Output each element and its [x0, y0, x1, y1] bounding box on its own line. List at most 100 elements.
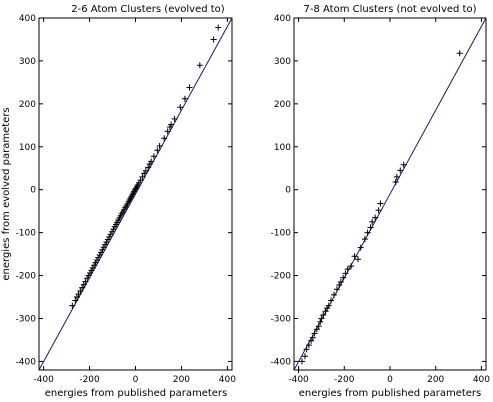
y-tick-label: 400 — [19, 14, 36, 24]
data-point — [72, 297, 79, 304]
x-tick-label: 400 — [219, 375, 236, 385]
data-point — [369, 218, 376, 225]
data-point — [75, 291, 82, 298]
panel-left-y-axis-label: energies from evolved parameters — [1, 107, 12, 280]
data-point — [92, 259, 99, 266]
y-tick-label: -400 — [271, 357, 292, 367]
data-point — [317, 318, 324, 325]
data-point — [107, 231, 114, 238]
data-point — [109, 228, 116, 235]
y-tick-label: -400 — [16, 357, 37, 367]
y-tick-label: -200 — [16, 272, 37, 282]
data-point — [320, 312, 327, 319]
data-point — [98, 249, 105, 256]
x-tick-label: 200 — [173, 375, 190, 385]
data-point — [215, 24, 222, 31]
data-point — [181, 95, 188, 102]
data-point — [364, 229, 371, 236]
data-point — [156, 142, 163, 149]
x-tick-label: -200 — [79, 375, 100, 385]
panel-right-x-ticks: -400 -200 0 200 400 — [288, 18, 490, 385]
data-point — [340, 274, 347, 281]
data-point — [69, 302, 76, 309]
data-point — [400, 161, 407, 168]
data-point — [91, 262, 98, 269]
data-point — [372, 214, 379, 221]
data-point — [305, 342, 312, 349]
data-point — [456, 50, 463, 57]
data-point — [367, 224, 374, 231]
y-tick-label: -100 — [16, 229, 37, 239]
data-point — [351, 253, 358, 260]
panel-left: 2-6 Atom Clusters (evolved to) -400 -200 0… — [1, 4, 236, 399]
panel-right: 7-8 Atom Clusters (not evolved to) -400 -… — [271, 4, 491, 399]
data-point — [145, 164, 152, 171]
data-point — [161, 135, 168, 142]
x-tick-label: 200 — [427, 375, 444, 385]
data-point — [110, 226, 117, 233]
data-point — [142, 167, 149, 174]
data-point — [85, 272, 92, 279]
data-point — [100, 244, 107, 251]
panel-left-points — [69, 24, 222, 309]
data-point — [79, 284, 86, 291]
x-tick-label: 400 — [473, 375, 490, 385]
panel-right-points — [295, 50, 463, 373]
data-point — [313, 326, 320, 333]
x-tick-label: -200 — [334, 375, 355, 385]
y-tick-label: 200 — [274, 100, 291, 110]
data-point — [328, 297, 335, 304]
data-point — [355, 256, 361, 263]
data-point — [196, 62, 203, 69]
data-point — [177, 104, 184, 111]
y-tick-label: 100 — [19, 143, 36, 153]
data-point — [106, 233, 113, 240]
data-point — [348, 263, 355, 270]
data-point — [80, 281, 87, 288]
data-point — [397, 167, 404, 174]
panel-right-title: 7-8 Atom Clusters (not evolved to) — [304, 4, 477, 15]
y-tick-label: -300 — [16, 314, 37, 324]
panel-left-x-axis-label: energies from published parameters — [45, 388, 228, 399]
data-point — [84, 275, 91, 282]
data-point — [132, 186, 139, 193]
data-point — [325, 302, 332, 309]
panel-right-y-ticks: -400 -300 -200 -100 0 100 200 300 400 — [271, 14, 486, 367]
y-tick-label: 400 — [274, 14, 291, 24]
data-point — [104, 236, 111, 243]
data-point — [311, 330, 318, 337]
data-point — [342, 270, 349, 277]
data-point — [77, 288, 84, 295]
data-point — [357, 244, 364, 251]
data-point — [137, 177, 144, 184]
data-point — [146, 160, 153, 167]
data-point — [88, 267, 95, 274]
data-point — [336, 282, 343, 289]
data-point — [150, 153, 157, 160]
panel-left-reference-line — [38, 17, 233, 371]
data-point — [166, 124, 173, 131]
data-point — [393, 173, 400, 180]
x-tick-label: 0 — [133, 375, 139, 385]
data-point — [139, 173, 146, 180]
data-point — [102, 241, 109, 248]
data-point — [171, 115, 178, 122]
data-point — [103, 239, 110, 246]
data-point — [164, 128, 171, 135]
data-point — [96, 251, 103, 258]
data-point — [210, 36, 217, 43]
data-point — [168, 121, 175, 128]
data-point — [95, 254, 102, 261]
data-point — [295, 367, 302, 373]
data-point — [309, 334, 316, 341]
data-point — [344, 266, 351, 273]
data-point — [318, 315, 325, 322]
data-point — [333, 286, 340, 293]
y-tick-label: 300 — [274, 57, 291, 67]
data-point — [331, 291, 337, 298]
data-point — [361, 236, 368, 243]
y-tick-label: 300 — [19, 57, 36, 67]
y-tick-label: -300 — [271, 314, 292, 324]
panel-left-title: 2-6 Atom Clusters (evolved to) — [71, 4, 225, 15]
